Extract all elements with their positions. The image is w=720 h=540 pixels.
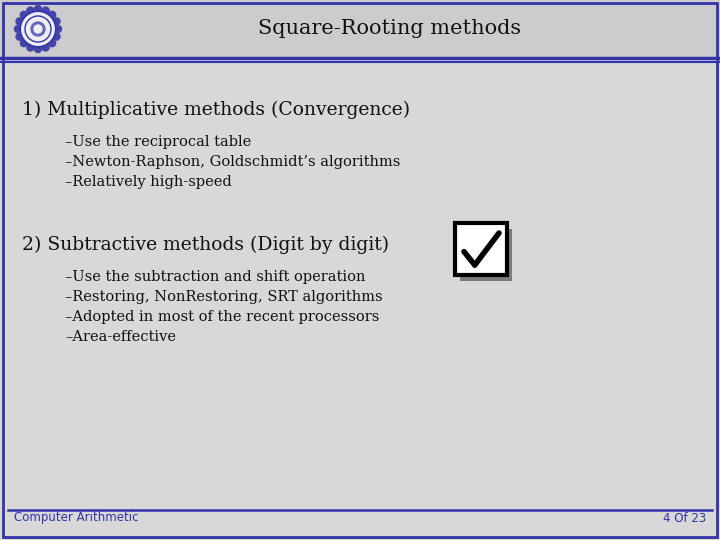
Text: 1) Multiplicative methods (Convergence): 1) Multiplicative methods (Convergence)	[22, 101, 410, 119]
Bar	[460, 229, 512, 281]
Circle shape	[42, 7, 49, 14]
Text: –Relatively high-speed: –Relatively high-speed	[65, 175, 232, 189]
Bar	[0, 0, 720, 58]
Text: –Area-effective: –Area-effective	[65, 330, 176, 344]
Circle shape	[16, 18, 23, 25]
Text: –Adopted in most of the recent processors: –Adopted in most of the recent processor…	[65, 310, 379, 324]
Circle shape	[31, 22, 45, 36]
Bar	[455, 223, 507, 275]
Circle shape	[34, 25, 42, 33]
Text: –Use the reciprocal table: –Use the reciprocal table	[65, 135, 251, 149]
Text: –Use the subtraction and shift operation: –Use the subtraction and shift operation	[65, 270, 366, 284]
Circle shape	[14, 25, 22, 32]
Circle shape	[20, 11, 27, 18]
Text: Square-Rooting methods: Square-Rooting methods	[258, 19, 521, 38]
Circle shape	[20, 39, 27, 46]
Text: 4 Of 23: 4 Of 23	[662, 511, 706, 524]
Circle shape	[49, 11, 55, 18]
Text: Computer Arithmetic: Computer Arithmetic	[14, 511, 138, 524]
Circle shape	[35, 45, 42, 52]
Text: 2) Subtractive methods (Digit by digit): 2) Subtractive methods (Digit by digit)	[22, 236, 389, 254]
Circle shape	[27, 44, 34, 51]
Circle shape	[53, 18, 60, 25]
Circle shape	[53, 33, 60, 40]
Text: –Newton-Raphson, Goldschmidt’s algorithms: –Newton-Raphson, Goldschmidt’s algorithm…	[65, 155, 400, 169]
Circle shape	[27, 7, 34, 14]
Text: –Restoring, NonRestoring, SRT algorithms: –Restoring, NonRestoring, SRT algorithms	[65, 290, 382, 304]
Circle shape	[16, 33, 23, 40]
Circle shape	[55, 25, 61, 32]
Circle shape	[20, 11, 56, 47]
Circle shape	[49, 39, 55, 46]
Circle shape	[42, 44, 49, 51]
Circle shape	[35, 5, 42, 12]
